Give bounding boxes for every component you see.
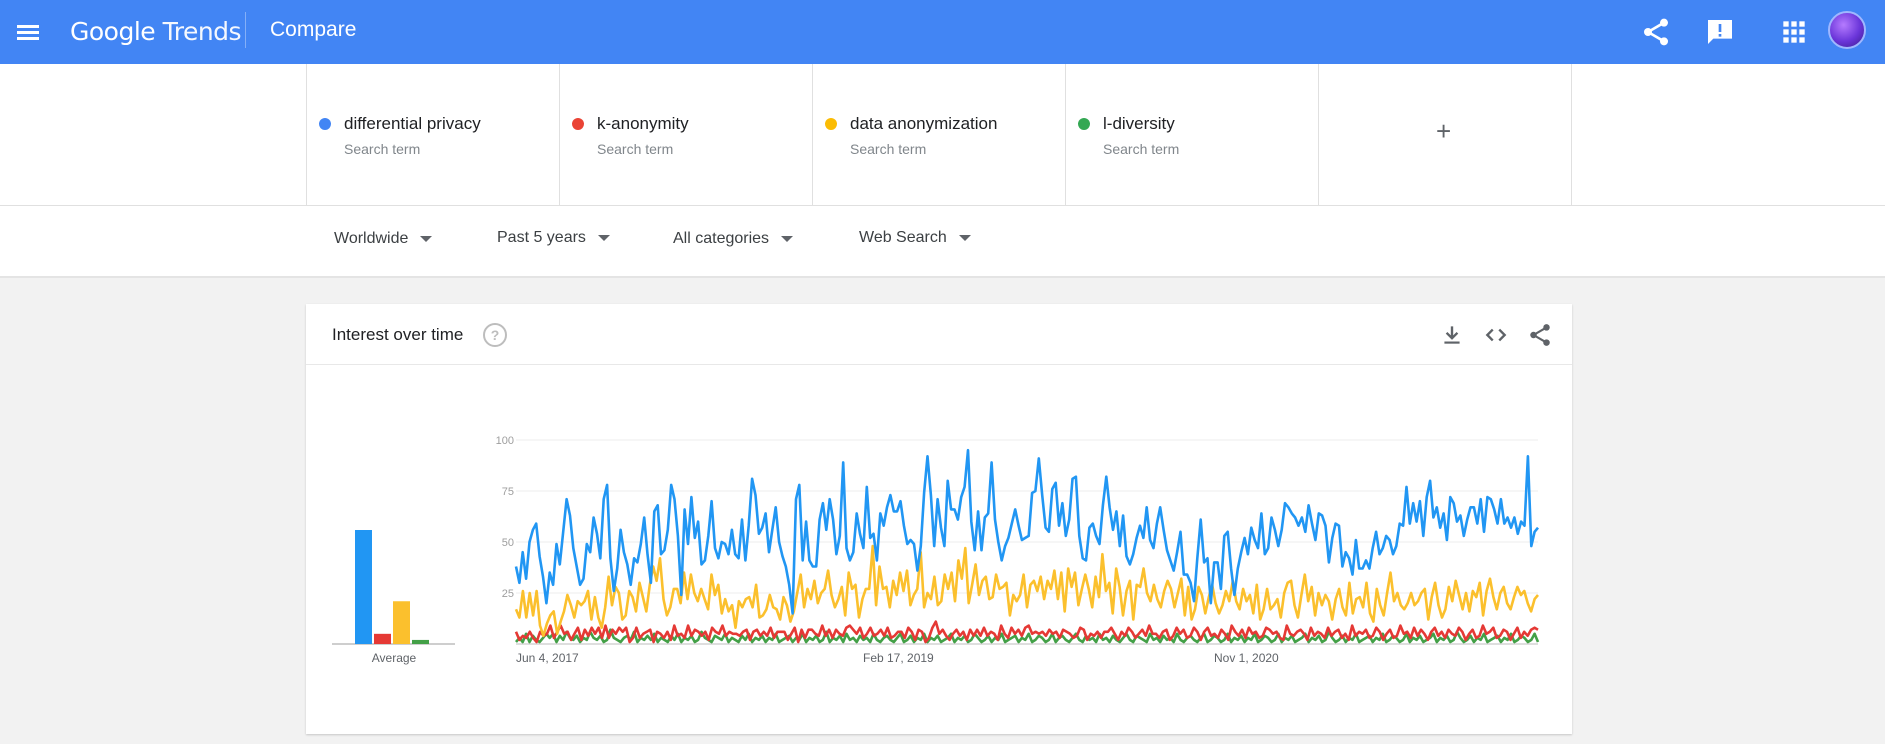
average-bar [393,601,410,644]
add-term-button[interactable]: + [1318,64,1572,206]
term-name: k-anonymity [597,114,689,133]
interest-over-time-chart: Average 25 50 75 100 Jun 4, 2017 Feb 17, 201… [332,435,1540,665]
search-type-dropdown[interactable]: Web Search [859,229,971,247]
average-bar [374,633,391,644]
time-range-value: Past 5 years [497,229,586,246]
interest-over-time-card: Interest over time ? Average 25 50 75 100 J… [306,304,1572,734]
header-divider [245,12,246,48]
term-color-dot [825,118,837,130]
search-type-value: Web Search [859,229,947,246]
average-label: Average [372,651,417,665]
compare-terms-bar: differential privacy Search term k-anony… [0,64,1885,206]
card-header: Interest over time ? [306,304,1572,365]
term-color-dot [319,118,331,130]
download-icon[interactable] [1439,322,1465,348]
page-title: Compare [270,18,357,41]
term-type: Search term [344,141,421,157]
plus-icon: + [1436,116,1452,146]
term-name: data anonymization [850,114,998,133]
series-line-differential-privacy [514,448,1540,615]
term-k-anonymity[interactable]: k-anonymity Search term [559,64,813,206]
term-type: Search term [850,141,927,157]
share-icon[interactable] [1640,16,1672,48]
term-name: differential privacy [344,114,481,133]
logo-trends-text: Trends [162,17,242,46]
apps-icon[interactable] [1778,16,1810,48]
embed-icon[interactable] [1483,322,1509,348]
term-type: Search term [597,141,674,157]
y-tick-label: 100 [496,435,514,447]
dropdown-arrow-icon [420,235,433,242]
x-tick-label: Feb 17, 2019 [863,651,934,665]
average-bars: Average [332,530,455,665]
filter-bar: Worldwide Past 5 years All categories We… [0,206,1885,278]
time-range-dropdown[interactable]: Past 5 years [497,229,610,247]
feedback-icon[interactable] [1704,16,1736,48]
x-tick-label: Nov 1, 2020 [1214,651,1279,665]
term-color-dot [1078,118,1090,130]
average-bar [355,530,372,644]
dropdown-arrow-icon [597,234,610,241]
term-color-dot [572,118,584,130]
region-dropdown[interactable]: Worldwide [334,230,433,248]
term-l-diversity[interactable]: l-diversity Search term [1065,64,1319,206]
category-value: All categories [673,230,770,247]
y-tick-label: 25 [502,588,514,600]
menu-icon[interactable] [14,18,42,46]
help-icon[interactable]: ? [483,323,507,347]
series-line-k-anonymity [514,620,1539,644]
account-avatar[interactable] [1828,11,1866,49]
y-tick-label: 50 [502,537,514,549]
term-type: Search term [1103,141,1180,157]
logo-google-text: Google [70,17,156,46]
google-trends-logo[interactable]: Google Trends [70,17,242,46]
share-icon[interactable] [1527,322,1553,348]
top-app-bar: Google Trends Compare [0,0,1885,64]
average-bar [412,639,429,644]
region-value: Worldwide [334,230,409,247]
x-tick-label: Jun 4, 2017 [516,651,579,665]
category-dropdown[interactable]: All categories [673,230,794,248]
term-data-anonymization[interactable]: data anonymization Search term [812,64,1066,206]
card-title: Interest over time [332,325,464,344]
term-differential-privacy[interactable]: differential privacy Search term [306,64,560,206]
x-axis-labels: Jun 4, 2017 Feb 17, 2019 Nov 1, 2020 [516,651,1279,665]
series-line-data-anonymization [514,544,1540,638]
chart-series [514,448,1540,644]
dropdown-arrow-icon [958,234,971,241]
y-tick-label: 75 [502,486,514,498]
term-name: l-diversity [1103,114,1175,133]
dropdown-arrow-icon [781,235,794,242]
